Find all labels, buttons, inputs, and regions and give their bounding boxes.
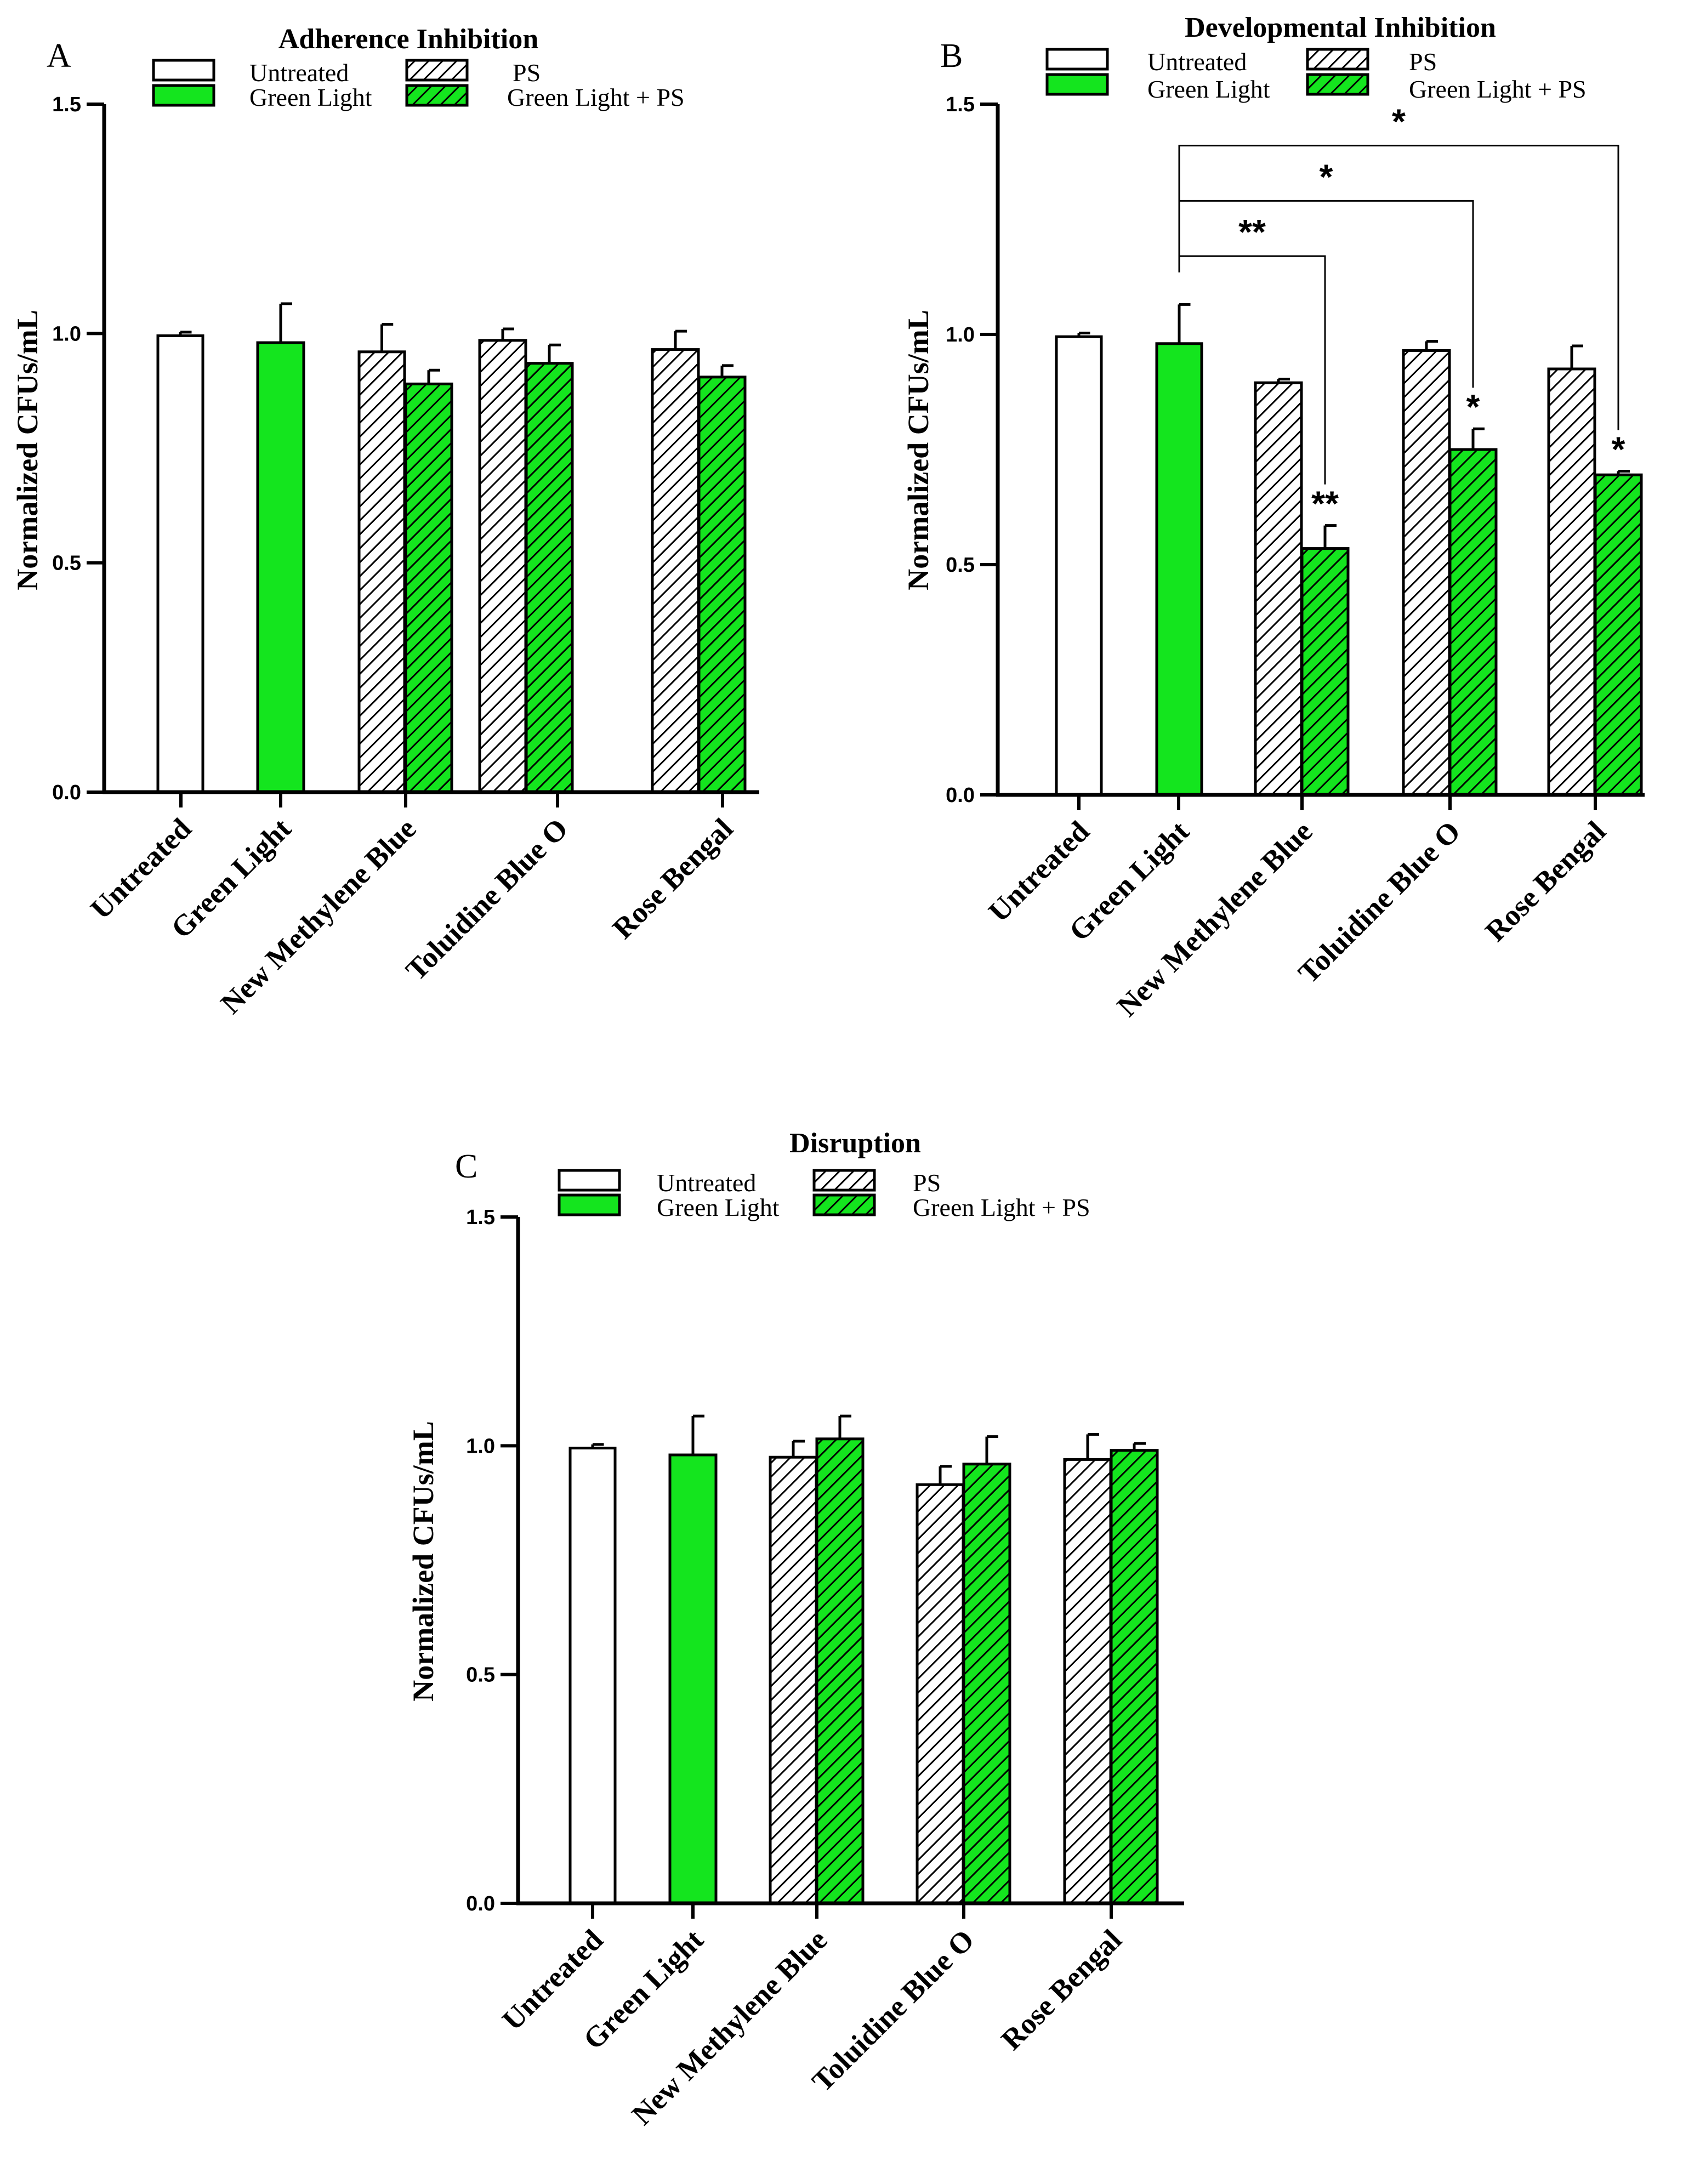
y-tick-label: 1.5 <box>946 93 975 116</box>
legend-swatch-ps <box>812 1169 876 1192</box>
significance-star: * <box>1612 429 1625 469</box>
bar-rose-bengal-ps <box>1547 367 1596 797</box>
significance-bracket <box>1178 145 1619 430</box>
y-tick-label: 1.5 <box>466 1206 495 1229</box>
legend-swatch-untreated <box>558 1169 621 1192</box>
bar-green-light-green-light <box>256 341 305 794</box>
legend-swatch-green-light-ps <box>405 84 469 107</box>
legend-swatch-untreated <box>152 59 215 82</box>
legend-label-green-light-ps: Green Light + PS <box>507 83 685 111</box>
bar-green-light-green-light <box>668 1453 718 1905</box>
legend-label-untreated: Untreated <box>249 59 349 87</box>
legend-label-ps: PS <box>1409 48 1437 76</box>
legend-label-green-light-ps: Green Light + PS <box>1409 75 1587 103</box>
bar-new-methylene-blue-ps <box>357 350 406 794</box>
bar-untreated-untreated <box>568 1447 617 1905</box>
y-tick-label: 0.0 <box>52 781 81 804</box>
legend-swatch-green-light <box>1045 73 1109 96</box>
bar-new-methylene-blue-green-light-ps <box>815 1437 865 1905</box>
y-tick-label: 0.5 <box>52 552 81 575</box>
x-category-label: Toluidine Blue O <box>399 812 574 987</box>
legend-swatch-green-light <box>558 1193 621 1216</box>
bar-new-methylene-blue-green-light-ps <box>404 382 453 794</box>
legend-label-ps: PS <box>513 59 541 87</box>
bar-toluidine-blue-o-ps <box>916 1483 965 1905</box>
y-axis-label: Normalized CFUs/mL <box>11 310 44 590</box>
legend-label-green-light: Green Light <box>249 83 372 111</box>
y-tick-label: 0.5 <box>466 1664 495 1687</box>
bar-rose-bengal-ps <box>651 348 700 794</box>
chart-title: Developmental Inhibition <box>1185 12 1496 43</box>
bracket-label: * <box>1392 102 1406 141</box>
legend: Untreated Green Light PS Green Light + P… <box>152 59 685 111</box>
y-tick-label: 0.5 <box>946 554 975 577</box>
y-tick-label: 1.0 <box>52 322 81 345</box>
legend-label-green-light-ps: Green Light + PS <box>913 1193 1090 1221</box>
legend-swatch-green-light <box>152 84 215 107</box>
bar-toluidine-blue-o-green-light-ps <box>525 362 574 794</box>
bar-rose-bengal-green-light-ps <box>1594 473 1643 797</box>
bar-toluidine-blue-o-green-light-ps <box>962 1463 1011 1905</box>
bar-green-light-green-light <box>1155 342 1203 797</box>
legend-label-green-light: Green Light <box>657 1193 780 1221</box>
legend-label-untreated: Untreated <box>657 1169 756 1197</box>
legend-swatch-green-light-ps <box>812 1193 876 1216</box>
legend-label-ps: PS <box>913 1169 941 1197</box>
x-category-label: Toluidine Blue O <box>805 1923 980 2098</box>
y-axis-label: Normalized CFUs/mL <box>407 1421 440 1701</box>
panel-letter: A <box>47 37 71 75</box>
bar-new-methylene-blue-ps <box>769 1455 818 1905</box>
legend-swatch-ps <box>405 59 469 82</box>
bar-untreated-untreated <box>156 334 204 794</box>
bar-toluidine-blue-o-green-light-ps <box>1448 448 1498 797</box>
y-tick-label: 0.0 <box>946 784 975 807</box>
y-axis-label: Normalized CFUs/mL <box>902 310 935 590</box>
legend: Untreated Green Light PS Green Light + P… <box>1045 48 1587 103</box>
legend: Untreated Green Light PS Green Light + P… <box>558 1169 1090 1221</box>
bar-toluidine-blue-o-ps <box>478 339 527 794</box>
y-tick-label: 1.0 <box>466 1435 495 1458</box>
legend-swatch-untreated <box>1045 48 1109 71</box>
significance-star: ** <box>1311 484 1339 524</box>
bar-new-methylene-blue-ps <box>1254 381 1303 797</box>
panel-a-chart: A Adherence Inhibition Untreated Green L… <box>11 24 759 1020</box>
y-tick-label: 0.0 <box>466 1892 495 1915</box>
panel-c-chart: C Disruption Untreated Green Light PS Gr… <box>407 1128 1184 2131</box>
y-tick-label: 1.5 <box>52 93 81 116</box>
x-category-label: Rose Bengal <box>606 812 740 945</box>
legend-label-green-light: Green Light <box>1147 75 1270 103</box>
bracket-label: * <box>1320 157 1333 196</box>
bar-new-methylene-blue-green-light-ps <box>1300 547 1350 797</box>
bar-rose-bengal-ps <box>1063 1458 1112 1905</box>
chart-title: Disruption <box>789 1128 921 1159</box>
bracket-label: ** <box>1238 212 1266 252</box>
bar-rose-bengal-green-light-ps <box>697 376 747 794</box>
chart-title: Adherence Inhibition <box>278 24 538 55</box>
panel-b-chart: B Developmental Inhibition Untreated Gre… <box>902 12 1645 1023</box>
significance-star: * <box>1466 387 1480 426</box>
legend-swatch-green-light-ps <box>1306 73 1369 96</box>
legend-label-untreated: Untreated <box>1147 48 1247 76</box>
y-tick-label: 1.0 <box>946 323 975 346</box>
panel-letter: B <box>940 37 963 75</box>
panel-letter: C <box>455 1148 477 1185</box>
x-category-label: Toluidine Blue O <box>1292 815 1466 989</box>
bar-rose-bengal-green-light-ps <box>1110 1449 1159 1905</box>
x-category-label: Rose Bengal <box>1479 815 1612 948</box>
bar-toluidine-blue-o-ps <box>1402 349 1451 797</box>
legend-swatch-ps <box>1306 48 1369 71</box>
x-category-label: Rose Bengal <box>995 1923 1128 2056</box>
bar-untreated-untreated <box>1055 335 1103 797</box>
